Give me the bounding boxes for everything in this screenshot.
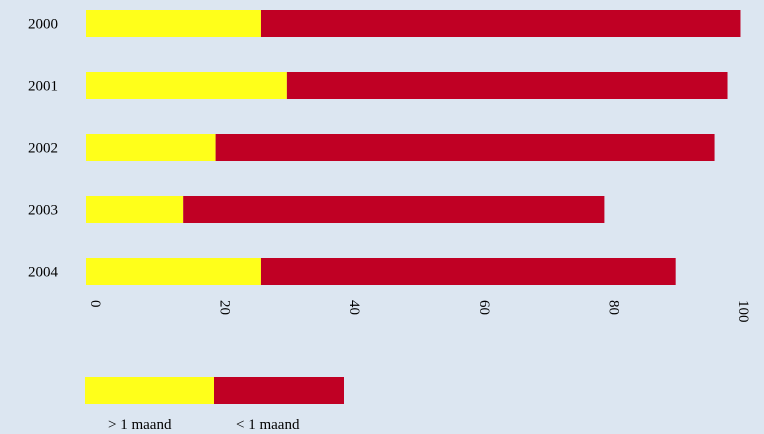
- legend-label-1: < 1 maand: [236, 417, 300, 433]
- legend-swatch-1: [214, 377, 344, 404]
- bar-2003-series-1: [183, 196, 605, 223]
- legend-label-0: > 1 maand: [108, 417, 172, 433]
- category-label-2004: 2004: [28, 265, 59, 281]
- x-tick-label-100: 100: [735, 300, 751, 323]
- x-tick-labels: 0 20 40 60 80 100: [87, 300, 751, 323]
- x-tick-label-60: 60: [476, 300, 492, 315]
- x-tick-label-20: 20: [217, 300, 233, 315]
- category-label-2001: 2001: [28, 79, 58, 95]
- x-tick-label-40: 40: [346, 300, 362, 315]
- x-tick-label-80: 80: [605, 300, 621, 315]
- bar-2001-series-1: [286, 72, 728, 99]
- bar-2002-series-0: [86, 134, 216, 161]
- bar-2003-series-0: [86, 196, 184, 223]
- x-tick-label-0: 0: [87, 300, 103, 308]
- category-label-2002: 2002: [28, 141, 58, 157]
- category-labels: 2000 2001 2002 2003 2004: [28, 17, 59, 281]
- bar-2002-series-1: [215, 134, 715, 161]
- bar-2004-series-0: [86, 258, 261, 285]
- category-label-2003: 2003: [28, 203, 58, 219]
- bar-2004-series-1: [260, 258, 676, 285]
- bar-2000-series-1: [260, 10, 741, 37]
- bar-2001-series-0: [86, 72, 287, 99]
- bars-group: [86, 10, 741, 285]
- legend: > 1 maand < 1 maand: [85, 377, 344, 433]
- legend-swatch-0: [85, 377, 214, 404]
- category-label-2000: 2000: [28, 17, 58, 33]
- bar-2000-series-0: [86, 10, 261, 37]
